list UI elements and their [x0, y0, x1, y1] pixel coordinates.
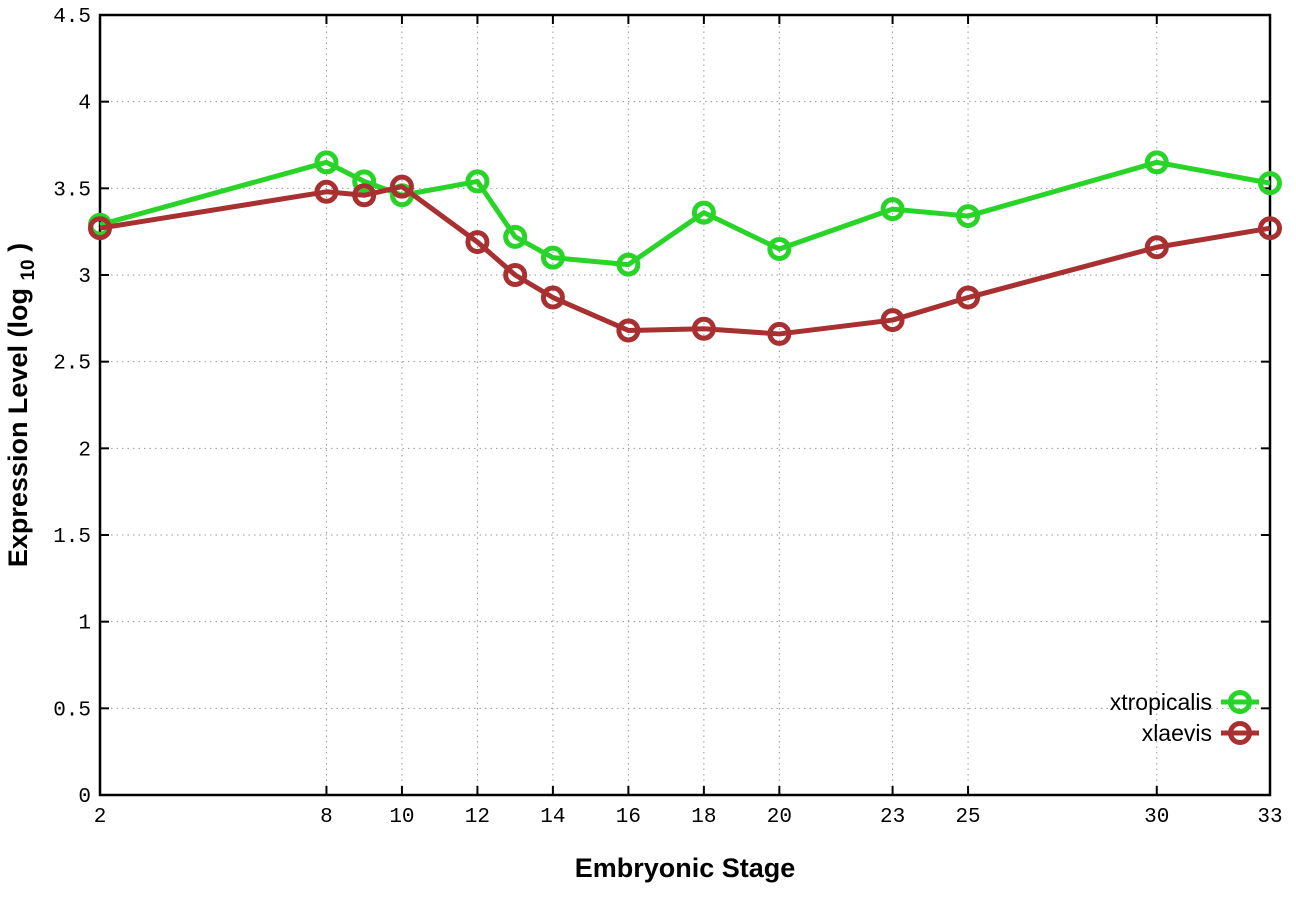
x-tick-label: 18	[691, 806, 716, 829]
tick-labels: 2 8 10 12 14 16 18 20 23 25 30 33 0 0.5 1 1.5 2 2.5 3 3.5 4 4…	[53, 6, 1282, 829]
data-point-xlaevis	[465, 230, 490, 255]
data-point-xtropicalis	[880, 197, 905, 222]
data-point-xlaevis	[540, 285, 565, 310]
y-tick-label: 2.5	[53, 353, 91, 376]
x-axis-title: Embryonic Stage	[575, 853, 796, 883]
y-tick-label: 2	[78, 439, 91, 462]
data-point-xlaevis	[767, 321, 792, 346]
x-tick-label: 33	[1257, 806, 1282, 829]
data-point-xtropicalis	[1258, 171, 1282, 196]
x-tick-label: 20	[767, 806, 792, 829]
legend-marker-xlaevis	[1228, 721, 1252, 745]
data-point-xlaevis	[352, 183, 377, 208]
data-point-xtropicalis	[465, 169, 490, 194]
data-point-xlaevis	[616, 318, 641, 343]
x-tick-label: 2	[94, 806, 107, 829]
data-point-xlaevis	[503, 263, 528, 287]
data-point-xtropicalis	[767, 237, 792, 261]
data-point-xtropicalis	[352, 169, 377, 194]
x-tick-label: 8	[320, 806, 333, 829]
x-tick-label: 12	[465, 806, 490, 829]
y-axis-title-main: Expression Level (log	[3, 288, 33, 567]
y-axis-title-subscript: 10	[18, 259, 39, 280]
legend-entry-xtropicalis: xtropicalis	[1110, 689, 1259, 715]
gridlines	[100, 15, 1270, 795]
y-tick-label: 3.5	[53, 179, 91, 202]
x-tick-label: 30	[1144, 806, 1169, 829]
y-tick-label: 1	[78, 613, 91, 636]
data-point-xtropicalis	[691, 200, 716, 225]
series-line-xlaevis	[99, 184, 1271, 337]
x-tick-label: 10	[389, 806, 414, 829]
data-point-xtropicalis	[503, 224, 528, 249]
series-line-xtropicalis	[99, 159, 1271, 268]
legend-label-xlaevis: xlaevis	[1142, 720, 1212, 746]
data-point-xlaevis	[1258, 216, 1282, 241]
legend-entry-xlaevis: xlaevis	[1142, 720, 1259, 746]
data-point-xlaevis	[691, 316, 716, 341]
data-point-xlaevis	[1144, 235, 1169, 260]
x-tick-label: 25	[955, 806, 980, 829]
data-series	[88, 150, 1282, 346]
data-point-xtropicalis	[540, 245, 565, 270]
data-point-xlaevis	[314, 179, 339, 204]
data-point-xtropicalis	[956, 204, 981, 229]
y-axis-title-close: )	[3, 243, 33, 252]
plot-border-rect	[98, 13, 1272, 797]
data-point-xtropicalis	[616, 252, 641, 277]
y-tick-label: 3	[78, 266, 91, 289]
legend-label-xtropicalis: xtropicalis	[1110, 689, 1212, 715]
legend: xtropicalis xlaevis	[1110, 689, 1259, 746]
x-tick-label: 23	[880, 806, 905, 829]
y-tick-label: 4	[78, 93, 91, 116]
y-axis-title: Expression Level (log 10 )	[3, 243, 40, 567]
y-tick-label: 0	[78, 786, 91, 809]
data-point-xlaevis	[389, 174, 414, 199]
x-tick-label: 14	[540, 806, 565, 829]
data-point-xlaevis	[880, 308, 905, 333]
y-tick-label: 1.5	[53, 526, 91, 549]
x-tick-label: 16	[616, 806, 641, 829]
data-point-xtropicalis	[314, 150, 339, 175]
tick-marks	[99, 14, 1271, 796]
legend-marker-xtropicalis	[1228, 690, 1252, 714]
data-point-xlaevis	[956, 285, 981, 310]
data-point-xtropicalis	[1144, 150, 1169, 175]
data-point-xlaevis	[88, 216, 112, 241]
plot-border	[98, 13, 1272, 797]
y-tick-label: 4.5	[53, 6, 91, 29]
y-tick-label: 0.5	[53, 699, 91, 722]
